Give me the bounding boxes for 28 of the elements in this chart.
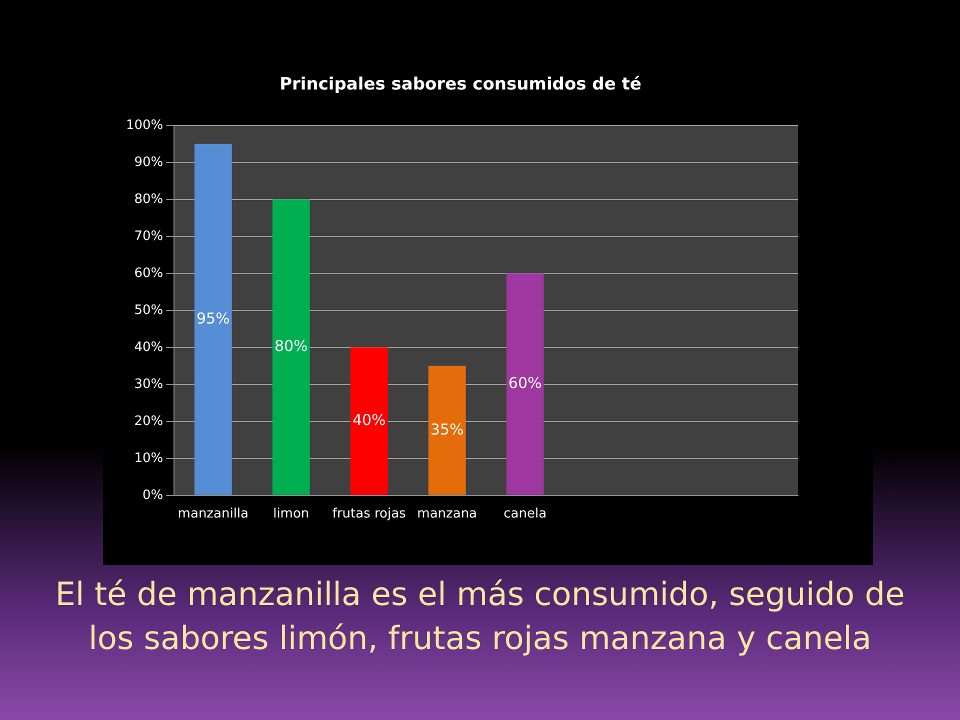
y-tick-label: 100% — [126, 118, 164, 133]
data-label: 95% — [196, 309, 230, 328]
data-label: 35% — [430, 420, 464, 438]
chart-title: Principales sabores consumidos de té — [280, 74, 642, 95]
y-tick-label: 60% — [134, 266, 164, 281]
y-tick-label: 40% — [134, 340, 164, 355]
y-tick-label: 30% — [134, 376, 164, 392]
y-tick-label: 0% — [142, 488, 164, 503]
data-label: 60% — [508, 374, 542, 392]
bar — [428, 366, 466, 495]
y-tick-label: 70% — [134, 228, 164, 244]
x-tick-label: frutas rojas — [332, 506, 406, 522]
y-tick-label: 90% — [134, 154, 164, 170]
x-tick-label: manzana — [417, 506, 478, 522]
y-tick-label: 50% — [134, 302, 164, 318]
data-label: 80% — [274, 337, 308, 356]
x-tick-label: limon — [273, 506, 310, 522]
y-tick-label: 20% — [134, 414, 164, 429]
data-label: 40% — [352, 411, 386, 430]
text: El té de manzanilla es el más consumido, seguido de los sabores limón, frutas rojas manzana y canela — [54, 574, 906, 659]
bar — [350, 347, 388, 495]
bar — [506, 273, 544, 495]
bar — [272, 199, 310, 495]
y-tick-label: 10% — [134, 450, 164, 466]
x-tick-label: manzanilla — [178, 506, 249, 522]
y-tick-label: 80% — [134, 192, 164, 207]
x-tick-label: canela — [504, 506, 547, 522]
bar — [194, 144, 232, 495]
